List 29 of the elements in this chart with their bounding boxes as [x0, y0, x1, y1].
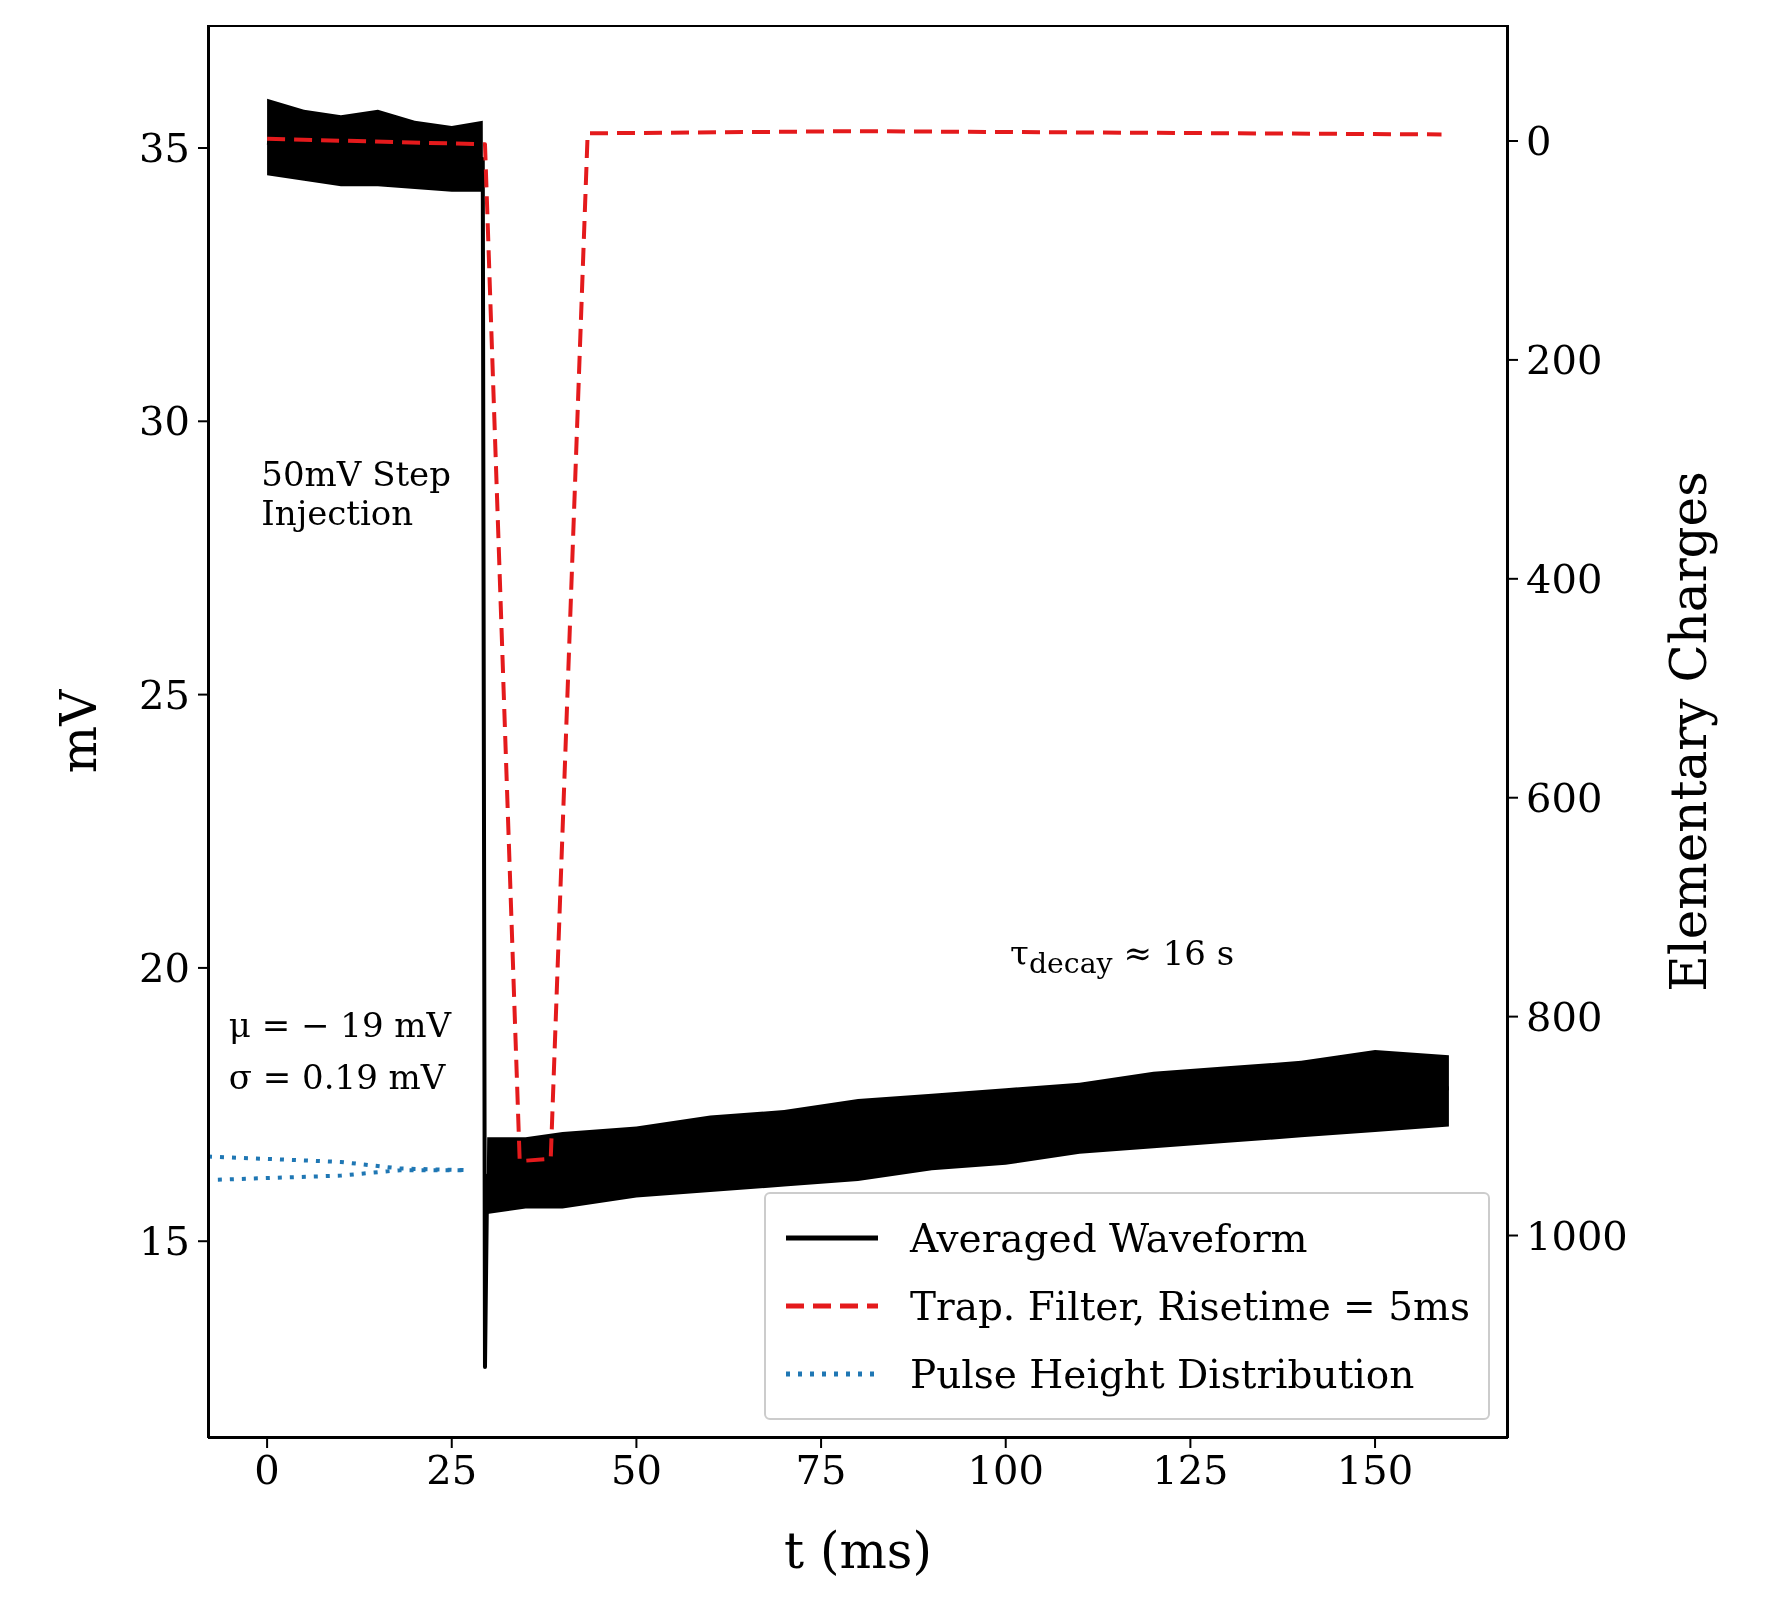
- x-axis-title: t (ms): [783, 1522, 933, 1580]
- y2-tick-label: 800: [1526, 993, 1603, 1040]
- y2-tick-label: 600: [1526, 774, 1603, 821]
- y2-axis-title: Elementary Charges: [1659, 471, 1718, 992]
- y-tick-label: 25: [139, 671, 190, 718]
- x-tick-label: 75: [795, 1447, 847, 1494]
- y2-tick-label: 0: [1526, 118, 1552, 165]
- x-tick-label: 100: [967, 1447, 1044, 1494]
- y2-tick-label: 400: [1526, 556, 1603, 603]
- x-tick-label: 25: [426, 1447, 478, 1494]
- x-tick-label: 150: [1336, 1447, 1414, 1494]
- y-axis-title: mV: [49, 688, 108, 774]
- annotation: σ = 0.19 mV: [228, 1056, 446, 1097]
- legend-label: Averaged Waveform: [910, 1215, 1308, 1261]
- y2-tick-label: 1000: [1526, 1212, 1628, 1259]
- annotation: τ$_{decay}$ ≈ 16 s: [1010, 932, 1235, 980]
- annotation: 50mV Step Injection: [261, 453, 452, 533]
- x-tick-label: 125: [1152, 1447, 1229, 1494]
- line-series: [265, 129, 1444, 1164]
- y-tick-label: 20: [139, 945, 190, 992]
- y2-tick-label: 200: [1526, 337, 1603, 384]
- y-tick-label: 35: [139, 125, 190, 172]
- y-tick-label: 30: [139, 398, 190, 445]
- y-tick-label: 15: [139, 1218, 190, 1265]
- annotation: μ = − 19 mV: [228, 1004, 452, 1045]
- x-tick-label: 50: [610, 1447, 662, 1494]
- legend-label: Trap. Filter, Risetime = 5ms: [910, 1283, 1470, 1329]
- x-tick-label: 0: [254, 1447, 280, 1494]
- legend-label: Pulse Height Distribution: [910, 1351, 1415, 1397]
